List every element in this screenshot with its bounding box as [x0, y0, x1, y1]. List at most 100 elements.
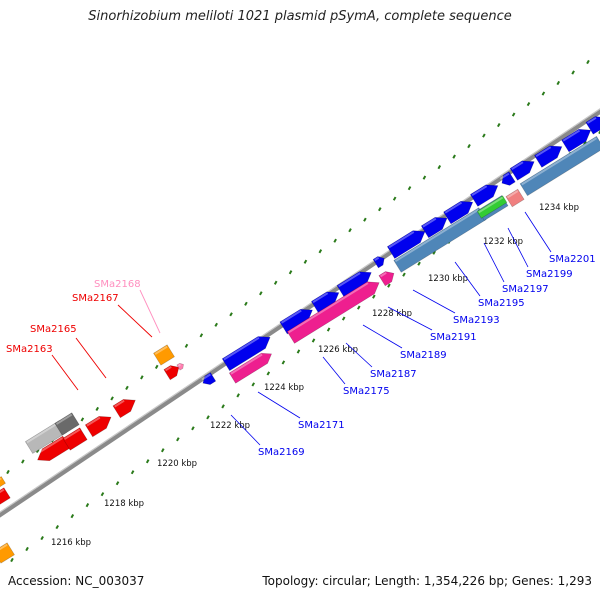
tick-dot [387, 283, 391, 288]
gene-arrow-reverse [519, 135, 600, 197]
tick-dot [115, 481, 120, 486]
tick-dot [541, 91, 546, 96]
tick-dot [244, 301, 248, 306]
gene-arrow-forward [201, 372, 217, 385]
tick-dot [25, 546, 29, 552]
gene-arrow-left-body [0, 487, 11, 505]
gene-arrow-reverse-body [519, 135, 600, 197]
tick-dot [110, 396, 114, 401]
gene-arrow-left-shine [0, 477, 2, 481]
gene-arrow-forward-shine [499, 172, 510, 180]
gene-arrow-left-shine [177, 363, 181, 367]
gene-arrow-left-shine [165, 365, 172, 372]
gene-arrow-forward [386, 230, 426, 259]
gene-arrow-reverse-body [286, 281, 380, 344]
gene-arrow-left [0, 476, 6, 488]
gene-arrow-left-shine [0, 543, 8, 551]
gene-arrow-forward-shine [223, 336, 260, 361]
tick-dot [191, 426, 195, 431]
gene-leader-line [454, 261, 481, 297]
gene-arrow-forward [279, 308, 313, 335]
tick-dot [85, 503, 90, 508]
gene-arrow-forward [509, 160, 535, 181]
tick-dot [432, 250, 436, 255]
gene-arrow-reverse-body [476, 195, 508, 219]
tick-dot [40, 535, 44, 541]
gene-arrow-left-body [0, 476, 6, 488]
tick-label: 1218 kbp [104, 499, 144, 509]
tick-dot [55, 524, 60, 530]
gene-arrow-forward-shine [535, 146, 552, 158]
gene-leader-line [483, 242, 505, 283]
tick-dot [100, 492, 105, 497]
gene-arrow-forward-shine [374, 256, 380, 261]
gene-arrow-left [163, 365, 180, 381]
gene-leader-line [257, 391, 301, 419]
tick-dot [176, 437, 180, 442]
tick-dot [251, 382, 256, 387]
gene-arrow-left-shine [86, 416, 101, 427]
gene-arrow-reverse-body [393, 207, 487, 273]
tick-dot [467, 144, 471, 149]
gene-arrow-forward-shine [511, 161, 524, 170]
gene-arrow-forward-shine [562, 129, 581, 142]
gene-label-forward: SMa2165 [30, 324, 77, 335]
gene-arrow-reverse-shine [288, 282, 369, 334]
gene-label-reverse: SMa2201 [549, 254, 596, 265]
gene-arrow-forward-shine [444, 201, 463, 214]
gene-arrow-reverse-shine [521, 137, 598, 186]
gene-arrow-forward-body [533, 145, 563, 168]
gene-arrow-left [54, 412, 80, 436]
gene-arrow-reverse-body [228, 352, 272, 384]
gene-arrow-reverse [286, 281, 380, 344]
gene-leader-line [139, 289, 161, 334]
gene-arrow-left-body [176, 362, 184, 371]
tick-dot [586, 59, 590, 65]
gene-arrow-left [0, 487, 11, 505]
tick-dot [363, 217, 367, 222]
tick-dot [341, 316, 346, 321]
gene-leader-line [230, 414, 261, 446]
gene-arrow-forward-body [372, 256, 385, 269]
tick-label: 1228 kbp [372, 309, 412, 319]
gene-arrow-forward-shine [201, 373, 211, 381]
gene-arrow-left-shine [0, 488, 5, 494]
gene-arrow-left-body [62, 427, 88, 451]
gene-arrow-reverse [378, 271, 395, 287]
gene-arrow-left-body [153, 344, 175, 366]
gene-arrow-forward-body [501, 171, 516, 186]
gene-arrow-left-body [163, 365, 180, 381]
tick-dot [392, 196, 397, 201]
tick-label: 1216 kbp [51, 538, 91, 548]
gene-arrow-left-shine [114, 399, 125, 408]
tick-dot [214, 322, 218, 327]
gene-label-reverse: SMa2189 [400, 350, 447, 361]
tick-label: 1226 kbp [318, 345, 358, 355]
tick-dot [407, 186, 412, 191]
gene-arrow-left-shine [26, 421, 60, 444]
tick-dot [571, 70, 575, 75]
gene-label-reverse: SMa2187 [370, 369, 417, 380]
gene-leader-line [345, 342, 373, 368]
tick-dot [259, 291, 263, 296]
gene-arrow-left [176, 362, 184, 371]
gene-arrow-reverse-shine [230, 353, 263, 375]
gene-arrow-forward-shine [338, 272, 361, 288]
tick-dot [236, 393, 240, 398]
gene-arrow-forward-body [221, 336, 271, 372]
gene-label-forward: SMa2167 [72, 293, 119, 304]
gene-arrow-forward [372, 256, 385, 269]
gene-label-reverse: SMa2175 [343, 386, 390, 397]
gene-arrow-reverse-shine [394, 208, 480, 263]
gene-arrow-left [112, 399, 136, 419]
tick-dot [556, 80, 561, 86]
tick-dot [402, 272, 406, 277]
tick-dot [95, 406, 100, 412]
gene-arrow-forward [310, 291, 340, 314]
gene-arrow-reverse [393, 207, 487, 273]
gene-arrow-forward-body [443, 201, 474, 225]
map-title: Sinorhizobium meliloti 1021 plasmid pSym… [88, 9, 512, 24]
tick-label: 1224 kbp [264, 383, 304, 393]
